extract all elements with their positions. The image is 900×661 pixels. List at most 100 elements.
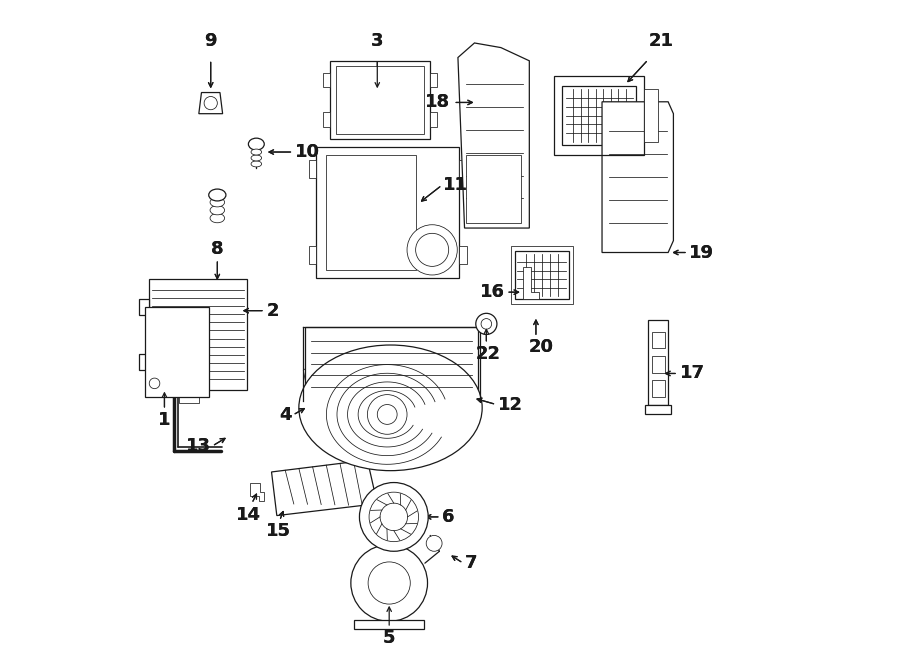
Polygon shape <box>272 460 377 516</box>
Polygon shape <box>199 93 222 114</box>
Polygon shape <box>139 354 149 370</box>
Text: 12: 12 <box>498 395 523 414</box>
Text: 9: 9 <box>204 32 217 50</box>
Ellipse shape <box>251 161 262 167</box>
Bar <box>466 155 521 223</box>
Bar <box>645 405 671 414</box>
Circle shape <box>427 535 442 551</box>
Bar <box>309 246 317 264</box>
Text: 2: 2 <box>266 301 279 320</box>
Text: 17: 17 <box>680 364 705 383</box>
Bar <box>327 155 416 270</box>
Bar <box>652 380 665 397</box>
Ellipse shape <box>251 155 262 161</box>
Text: 8: 8 <box>211 240 223 258</box>
Circle shape <box>351 545 428 621</box>
Text: 16: 16 <box>480 283 505 301</box>
Text: 1: 1 <box>158 411 171 429</box>
Text: 6: 6 <box>442 508 454 526</box>
Text: 9: 9 <box>204 32 217 50</box>
Bar <box>329 61 430 139</box>
Text: 2: 2 <box>266 301 279 320</box>
Text: 6: 6 <box>442 508 454 526</box>
Text: 18: 18 <box>425 93 450 112</box>
Text: 7: 7 <box>464 554 477 572</box>
Bar <box>304 327 479 401</box>
Bar <box>179 391 199 403</box>
Text: 4: 4 <box>279 406 292 424</box>
Text: 16: 16 <box>480 283 505 301</box>
Circle shape <box>377 405 397 424</box>
Text: 11: 11 <box>444 176 468 194</box>
Text: 17: 17 <box>680 364 705 383</box>
Polygon shape <box>303 364 328 400</box>
Text: 14: 14 <box>236 506 261 524</box>
Circle shape <box>407 225 457 275</box>
Bar <box>337 66 424 134</box>
Text: 22: 22 <box>476 345 500 363</box>
Polygon shape <box>139 299 149 315</box>
Text: 13: 13 <box>185 437 211 455</box>
Text: 4: 4 <box>279 406 292 424</box>
Polygon shape <box>249 483 265 501</box>
Bar <box>644 89 658 142</box>
Text: 15: 15 <box>266 522 291 540</box>
Text: 8: 8 <box>211 240 223 258</box>
Bar <box>323 112 329 127</box>
Text: 3: 3 <box>371 32 383 50</box>
Ellipse shape <box>248 138 265 150</box>
Text: 20: 20 <box>528 338 554 356</box>
Text: 5: 5 <box>382 629 395 647</box>
Bar <box>648 320 668 405</box>
Text: 21: 21 <box>649 32 674 50</box>
Bar <box>145 307 210 397</box>
Circle shape <box>204 97 217 110</box>
Bar <box>652 332 665 348</box>
Circle shape <box>476 313 497 334</box>
Polygon shape <box>458 43 529 228</box>
Bar <box>430 73 436 87</box>
Text: 12: 12 <box>498 395 523 414</box>
Ellipse shape <box>210 198 225 207</box>
Bar <box>554 76 644 155</box>
Ellipse shape <box>210 214 225 223</box>
Text: 21: 21 <box>649 32 674 50</box>
Circle shape <box>367 395 407 434</box>
Circle shape <box>359 483 428 551</box>
Text: 18: 18 <box>425 93 450 112</box>
Bar <box>323 73 329 87</box>
Text: 11: 11 <box>444 176 468 194</box>
Bar <box>459 246 466 264</box>
Text: 14: 14 <box>236 506 261 524</box>
Circle shape <box>149 378 160 389</box>
Circle shape <box>380 503 408 531</box>
Text: 3: 3 <box>371 32 383 50</box>
Text: 19: 19 <box>689 243 715 262</box>
Bar <box>430 112 436 127</box>
Polygon shape <box>523 267 539 299</box>
Bar <box>309 160 317 178</box>
Text: 20: 20 <box>528 338 554 356</box>
Bar <box>652 356 665 373</box>
Text: 1: 1 <box>158 411 171 429</box>
Text: 15: 15 <box>266 522 291 540</box>
Circle shape <box>368 562 410 604</box>
Text: 22: 22 <box>476 345 500 363</box>
Bar <box>317 147 459 278</box>
Ellipse shape <box>251 149 262 155</box>
Circle shape <box>482 319 491 329</box>
Text: 10: 10 <box>294 143 320 161</box>
Circle shape <box>369 492 419 541</box>
Text: 13: 13 <box>185 437 211 455</box>
Bar <box>515 251 569 299</box>
Text: 10: 10 <box>294 143 320 161</box>
Bar <box>149 279 248 390</box>
Bar <box>511 246 573 304</box>
Text: 19: 19 <box>689 243 715 262</box>
Ellipse shape <box>299 345 482 471</box>
Ellipse shape <box>210 206 225 215</box>
Ellipse shape <box>210 190 225 199</box>
Bar <box>562 86 636 145</box>
Polygon shape <box>602 102 673 253</box>
Text: 7: 7 <box>464 554 477 572</box>
